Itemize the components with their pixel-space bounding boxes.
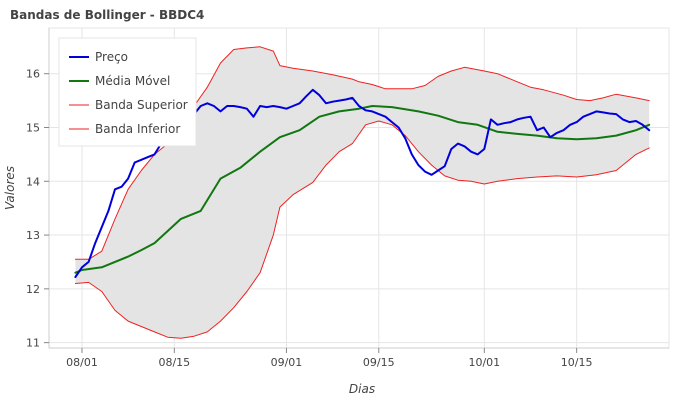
y-tick-label: 13: [26, 229, 40, 242]
legend-item-moving-average-label: Média Móvel: [95, 74, 170, 88]
lower-band-line: [74, 120, 650, 339]
legend-item-upper-band-label: Banda Superior: [95, 98, 188, 112]
y-axis-label: Valores: [3, 166, 17, 210]
legend: Preço Média Móvel Banda Superior Banda Infe…: [58, 37, 197, 147]
x-axis-label: Dias: [349, 382, 375, 396]
legend-item-price-label: Preço: [95, 50, 128, 64]
y-tick-label: 12: [26, 283, 40, 296]
x-tick-label: 09/01: [271, 356, 303, 369]
x-tick-label: 08/15: [158, 356, 190, 369]
x-tick-label: 10/01: [468, 356, 500, 369]
y-tick-label: 14: [26, 175, 40, 188]
y-tick-label: 16: [26, 68, 40, 81]
x-tick-label: 09/15: [363, 356, 395, 369]
x-tick-label: 10/15: [561, 356, 593, 369]
y-tick-label: 15: [26, 121, 40, 134]
y-tick-label: 11: [26, 337, 40, 350]
moving-average-line: [74, 105, 651, 274]
x-tick-label: 08/01: [66, 356, 98, 369]
legend-item-lower-band-label: Banda Inferior: [95, 122, 180, 136]
plot-area: 08/01 08/15 09/01 09/15 10/01 10/15 11 12 13 14 15…: [26, 27, 670, 369]
bollinger-band-fill: [75, 46, 650, 339]
chart-title: Bandas de Bollinger - BBDC4: [10, 8, 204, 22]
